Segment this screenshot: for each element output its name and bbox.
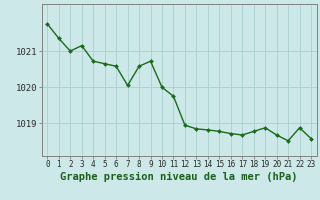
X-axis label: Graphe pression niveau de la mer (hPa): Graphe pression niveau de la mer (hPa)	[60, 172, 298, 182]
